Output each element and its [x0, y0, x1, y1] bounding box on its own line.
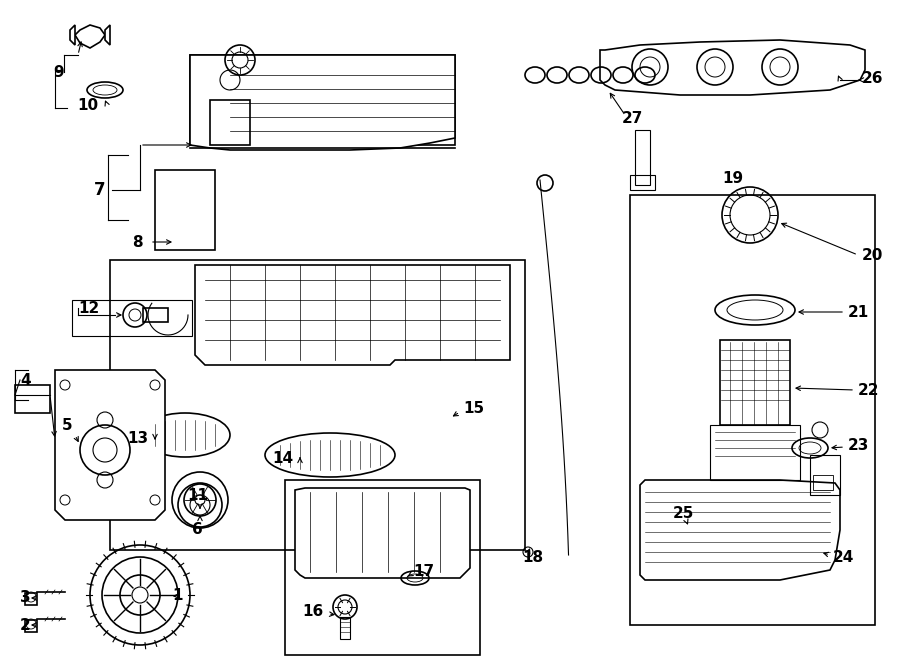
Bar — [25, 593, 37, 605]
Bar — [630, 195, 875, 625]
Text: 19: 19 — [722, 171, 743, 185]
Bar — [340, 617, 350, 639]
Bar — [810, 455, 840, 495]
Text: 13: 13 — [128, 430, 148, 446]
Text: 4: 4 — [20, 373, 31, 387]
Polygon shape — [190, 55, 455, 150]
Text: 12: 12 — [78, 301, 99, 316]
Text: 26: 26 — [862, 70, 884, 85]
Bar — [813, 475, 833, 490]
Bar — [72, 300, 192, 336]
Text: 8: 8 — [131, 234, 142, 250]
Text: 22: 22 — [858, 383, 879, 397]
Text: 6: 6 — [192, 522, 202, 538]
Text: 9: 9 — [53, 64, 64, 79]
Bar — [155, 170, 215, 250]
Text: 5: 5 — [62, 418, 72, 432]
Text: 10: 10 — [77, 97, 98, 113]
Text: 17: 17 — [413, 565, 434, 579]
Polygon shape — [195, 265, 510, 365]
Text: 21: 21 — [848, 305, 869, 320]
Text: 2: 2 — [20, 618, 31, 632]
Polygon shape — [75, 25, 105, 48]
Bar — [285, 480, 480, 655]
Bar — [635, 130, 650, 185]
Polygon shape — [295, 488, 470, 578]
Bar — [720, 340, 790, 425]
Bar — [630, 175, 655, 190]
Text: 7: 7 — [94, 181, 106, 199]
Bar — [15, 385, 50, 413]
Polygon shape — [55, 370, 165, 520]
Text: 24: 24 — [833, 549, 854, 565]
Text: 3: 3 — [20, 591, 31, 606]
Text: 1: 1 — [173, 589, 184, 604]
Text: 14: 14 — [273, 451, 293, 465]
Polygon shape — [600, 40, 865, 95]
Polygon shape — [105, 25, 110, 45]
Polygon shape — [70, 25, 75, 45]
Text: 23: 23 — [848, 438, 869, 453]
Polygon shape — [640, 480, 840, 580]
Bar — [190, 55, 455, 145]
Bar — [25, 620, 37, 632]
Text: 25: 25 — [672, 506, 694, 520]
Text: 20: 20 — [862, 248, 884, 263]
Text: 18: 18 — [522, 551, 543, 565]
Text: 11: 11 — [187, 487, 209, 502]
Text: 16: 16 — [302, 604, 324, 620]
Text: 15: 15 — [463, 401, 484, 416]
Bar — [110, 260, 525, 550]
Bar — [210, 100, 250, 145]
Bar — [143, 308, 168, 322]
Bar — [710, 425, 800, 480]
Text: 27: 27 — [622, 111, 644, 126]
